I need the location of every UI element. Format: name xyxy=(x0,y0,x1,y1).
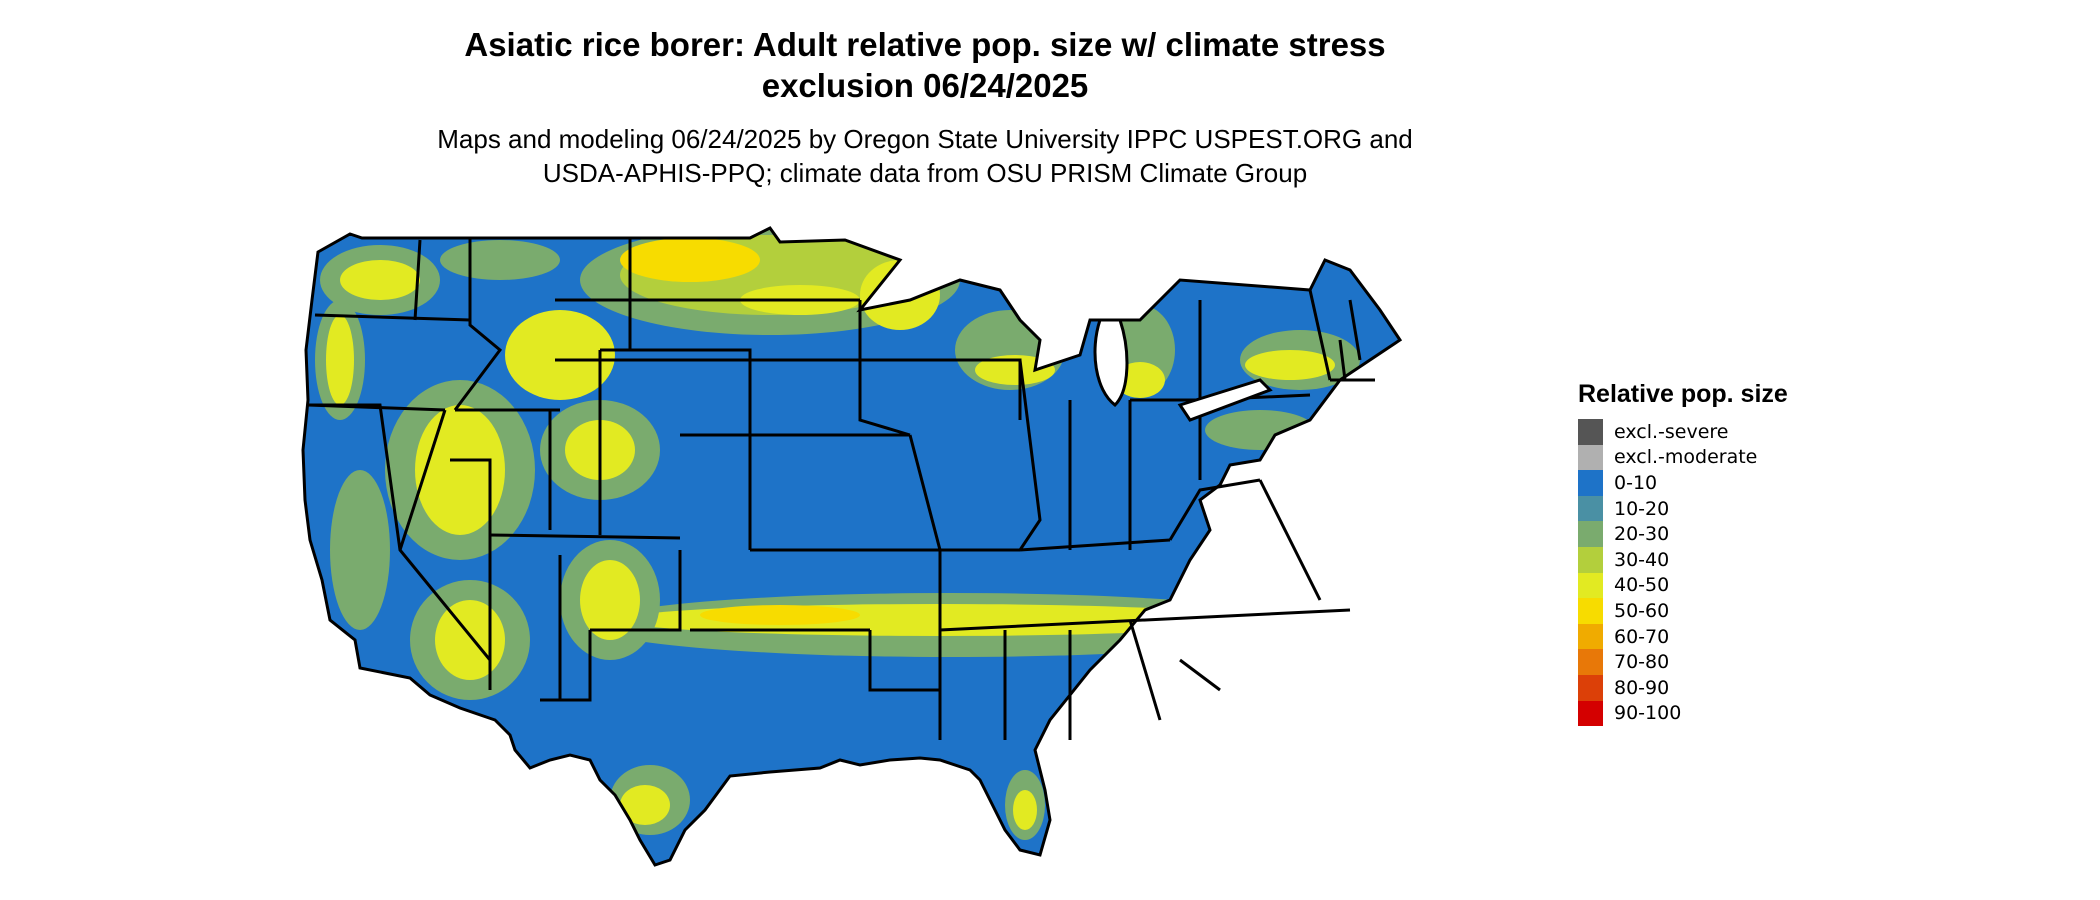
legend-swatch xyxy=(1578,495,1603,522)
legend-item: 80-90 xyxy=(1578,674,1788,701)
legend-item: excl.-severe xyxy=(1578,419,1788,445)
legend-item: 70-80 xyxy=(1578,649,1788,675)
patch-pa-green xyxy=(1205,410,1315,450)
patch-new-mexico-yellow xyxy=(580,560,640,640)
legend-item: 30-40 xyxy=(1578,546,1788,573)
map-legend: Relative pop. size excl.-severe excl.-mod… xyxy=(1578,380,1788,727)
title-line-1: Asiatic rice borer: Adult relative pop. … xyxy=(464,26,1386,63)
legend-label: 30-40 xyxy=(1614,548,1670,571)
map-subtitle: Maps and modeling 06/24/2025 by Oregon S… xyxy=(300,122,1550,190)
legend-label: excl.-moderate xyxy=(1614,446,1758,469)
patch-montana-green xyxy=(440,240,560,280)
legend-item: 90-100 xyxy=(1578,700,1788,727)
legend-label: 80-90 xyxy=(1614,676,1670,699)
legend-title: Relative pop. size xyxy=(1578,380,1788,408)
legend-swatch xyxy=(1578,419,1603,445)
legend-swatch xyxy=(1578,521,1603,547)
legend-swatch xyxy=(1578,700,1603,727)
legend-swatch xyxy=(1578,623,1603,650)
legend-item: 60-70 xyxy=(1578,623,1788,650)
lake-michigan xyxy=(1093,318,1129,407)
legend-label: 10-20 xyxy=(1614,497,1670,520)
patch-oklahoma-yellow xyxy=(700,605,860,625)
legend-item: 40-50 xyxy=(1578,572,1788,599)
patch-texas-coast-yellow xyxy=(620,785,670,825)
legend-label: 70-80 xyxy=(1614,651,1670,674)
legend-swatch xyxy=(1578,649,1603,675)
patch-oregon-coast-yellow xyxy=(326,315,354,405)
legend-label: 60-70 xyxy=(1614,625,1670,648)
legend-label: 40-50 xyxy=(1614,574,1670,597)
legend-label: 20-30 xyxy=(1614,523,1670,546)
legend-swatch xyxy=(1578,470,1603,496)
patch-florida-yellow xyxy=(1013,790,1037,830)
legend-item: 0-10 xyxy=(1578,470,1788,496)
legend-swatch xyxy=(1578,444,1603,471)
state-borders xyxy=(301,226,1403,867)
legend-label: 50-60 xyxy=(1614,599,1670,622)
legend-items: excl.-severe excl.-moderate 0-10 10-20 20-30… xyxy=(1578,419,1788,727)
patch-arizona-yellow xyxy=(435,600,505,680)
lake-erie xyxy=(1177,378,1273,422)
legend-item: excl.-moderate xyxy=(1578,444,1788,471)
subtitle-line-2: USDA-APHIS-PPQ; climate data from OSU PR… xyxy=(542,158,1308,188)
great-lakes xyxy=(1093,318,1273,422)
legend-item: 20-30 xyxy=(1578,521,1788,547)
legend-item: 50-60 xyxy=(1578,598,1788,624)
patch-carolina-yellow xyxy=(1185,577,1275,613)
legend-label: 0-10 xyxy=(1614,471,1658,494)
patch-wyoming-yellow xyxy=(505,310,615,400)
legend-label: 90-100 xyxy=(1614,702,1682,725)
patch-washington-yellow xyxy=(340,260,420,300)
legend-swatch xyxy=(1578,598,1603,624)
subtitle-line-1: Maps and modeling 06/24/2025 by Oregon S… xyxy=(437,124,1413,154)
patch-california-green xyxy=(330,470,390,630)
legend-label: excl.-severe xyxy=(1614,420,1729,443)
legend-item: 10-20 xyxy=(1578,495,1788,522)
legend-swatch xyxy=(1578,546,1603,573)
legend-swatch xyxy=(1578,572,1603,599)
title-line-2: exclusion 06/24/2025 xyxy=(761,67,1089,104)
patch-ny-yellow xyxy=(1245,350,1335,380)
us-population-map xyxy=(301,226,1403,867)
map-title: Asiatic rice borer: Adult relative pop. … xyxy=(300,24,1550,106)
legend-swatch xyxy=(1578,674,1603,701)
patch-dakota-yellow xyxy=(620,238,760,282)
